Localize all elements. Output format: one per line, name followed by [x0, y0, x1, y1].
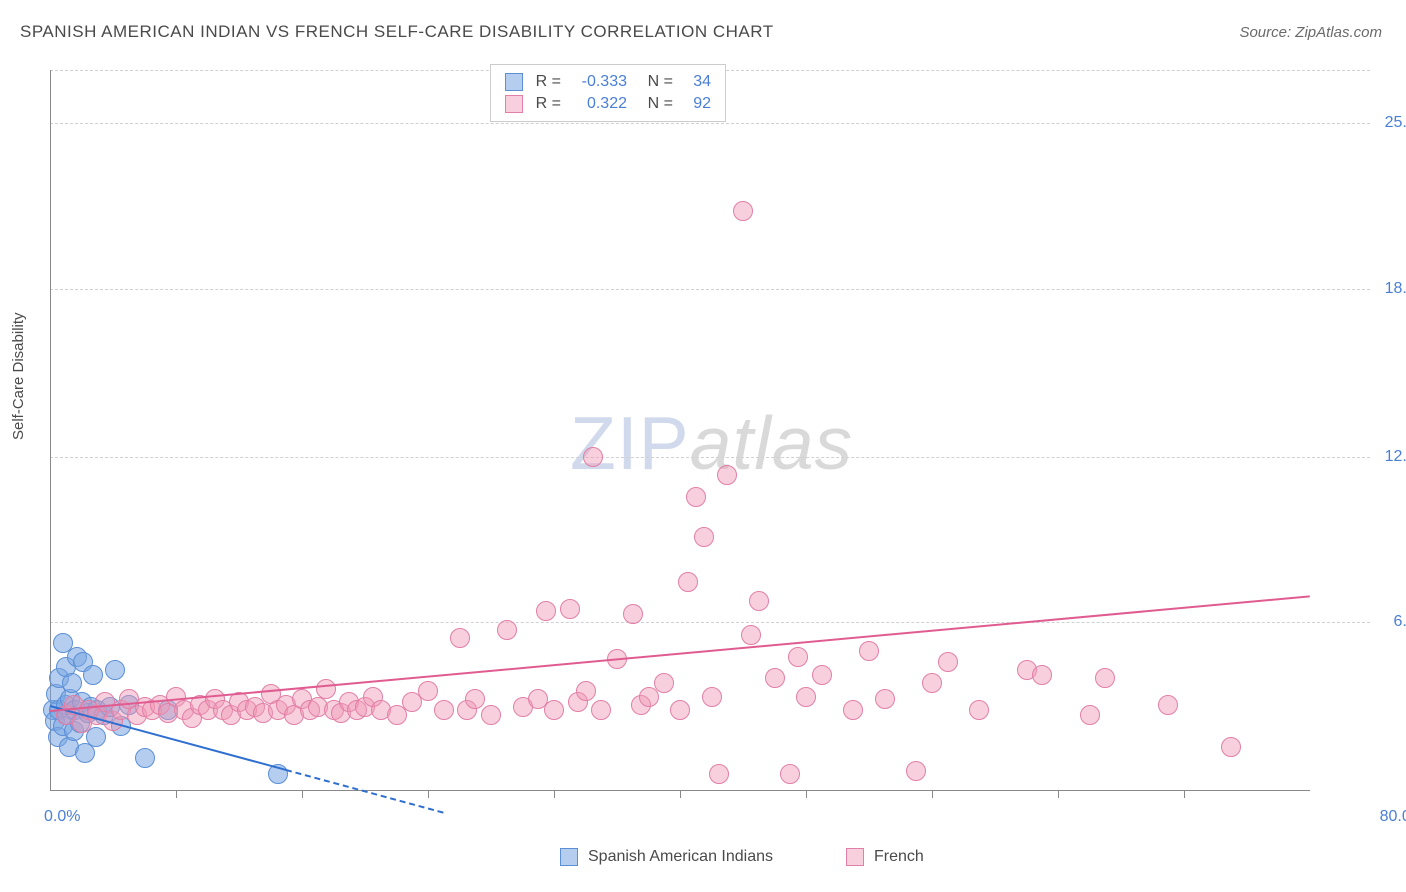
- gridline: [50, 457, 1370, 458]
- bottom-legend-item: Spanish American Indians: [560, 848, 773, 866]
- gridline: [50, 289, 1370, 290]
- y-tick-label: 18.8%: [1375, 280, 1406, 298]
- n-label: N =: [633, 73, 673, 91]
- y-tick-label: 6.3%: [1375, 613, 1406, 631]
- x-tick: [1058, 790, 1059, 798]
- data-point: [859, 641, 879, 661]
- data-point: [717, 465, 737, 485]
- data-point: [788, 647, 808, 667]
- data-point: [906, 761, 926, 781]
- x-tick: [932, 790, 933, 798]
- data-point: [654, 673, 674, 693]
- n-value: 34: [679, 73, 711, 91]
- trend-line: [50, 595, 1310, 712]
- y-axis-label: Self-Care Disability: [10, 312, 27, 440]
- legend-swatch: [505, 95, 523, 113]
- correlation-legend: R = -0.333 N = 34 R = 0.322 N = 92: [490, 64, 726, 122]
- data-point: [639, 687, 659, 707]
- legend-label: French: [874, 848, 924, 866]
- legend-row: R = -0.333 N = 34: [505, 71, 711, 93]
- data-point: [481, 705, 501, 725]
- data-point: [1032, 665, 1052, 685]
- x-min-label: 0.0%: [44, 808, 80, 826]
- y-tick-label: 12.5%: [1375, 448, 1406, 466]
- x-tick: [176, 790, 177, 798]
- data-point: [623, 604, 643, 624]
- watermark-zip: ZIP: [570, 401, 690, 485]
- data-point: [544, 700, 564, 720]
- x-tick: [554, 790, 555, 798]
- data-point: [591, 700, 611, 720]
- data-point: [969, 700, 989, 720]
- r-value: 0.322: [567, 95, 627, 113]
- data-point: [812, 665, 832, 685]
- data-point: [1158, 695, 1178, 715]
- data-point: [922, 673, 942, 693]
- data-point: [796, 687, 816, 707]
- data-point: [694, 527, 714, 547]
- scatter-plot: ZIPatlas 6.3%12.5%18.8%25.0%0.0%80.0%: [50, 60, 1370, 820]
- x-tick: [1184, 790, 1185, 798]
- bottom-legend-item: French: [846, 848, 924, 866]
- n-label: N =: [633, 95, 673, 113]
- data-point: [938, 652, 958, 672]
- x-tick: [680, 790, 681, 798]
- data-point: [709, 764, 729, 784]
- data-point: [536, 601, 556, 621]
- x-tick: [302, 790, 303, 798]
- data-point: [765, 668, 785, 688]
- data-point: [1221, 737, 1241, 757]
- data-point: [497, 620, 517, 640]
- data-point: [135, 748, 155, 768]
- data-point: [418, 681, 438, 701]
- r-label: R =: [529, 95, 561, 113]
- data-point: [105, 660, 125, 680]
- data-point: [875, 689, 895, 709]
- watermark: ZIPatlas: [570, 400, 853, 486]
- chart-title: SPANISH AMERICAN INDIAN VS FRENCH SELF-C…: [20, 22, 774, 42]
- legend-swatch: [505, 73, 523, 91]
- y-tick-label: 25.0%: [1375, 114, 1406, 132]
- data-point: [780, 764, 800, 784]
- legend-swatch: [560, 848, 578, 866]
- data-point: [450, 628, 470, 648]
- data-point: [560, 599, 580, 619]
- gridline: [50, 123, 1370, 124]
- data-point: [843, 700, 863, 720]
- data-point: [1080, 705, 1100, 725]
- data-point: [733, 201, 753, 221]
- legend-label: Spanish American Indians: [588, 848, 773, 866]
- legend-swatch: [846, 848, 864, 866]
- data-point: [576, 681, 596, 701]
- data-point: [83, 665, 103, 685]
- data-point: [702, 687, 722, 707]
- legend-row: R = 0.322 N = 92: [505, 93, 711, 115]
- data-point: [434, 700, 454, 720]
- data-point: [1095, 668, 1115, 688]
- x-tick: [428, 790, 429, 798]
- data-point: [670, 700, 690, 720]
- x-tick: [806, 790, 807, 798]
- data-point: [387, 705, 407, 725]
- data-point: [741, 625, 761, 645]
- x-max-label: 80.0%: [1380, 808, 1406, 826]
- data-point: [62, 673, 82, 693]
- data-point: [678, 572, 698, 592]
- r-label: R =: [529, 73, 561, 91]
- data-point: [749, 591, 769, 611]
- n-value: 92: [679, 95, 711, 113]
- watermark-atlas: atlas: [690, 401, 853, 485]
- source-attribution: Source: ZipAtlas.com: [1239, 24, 1382, 41]
- data-point: [686, 487, 706, 507]
- r-value: -0.333: [567, 73, 627, 91]
- data-point: [465, 689, 485, 709]
- data-point: [583, 447, 603, 467]
- data-point: [316, 679, 336, 699]
- gridline: [50, 622, 1370, 623]
